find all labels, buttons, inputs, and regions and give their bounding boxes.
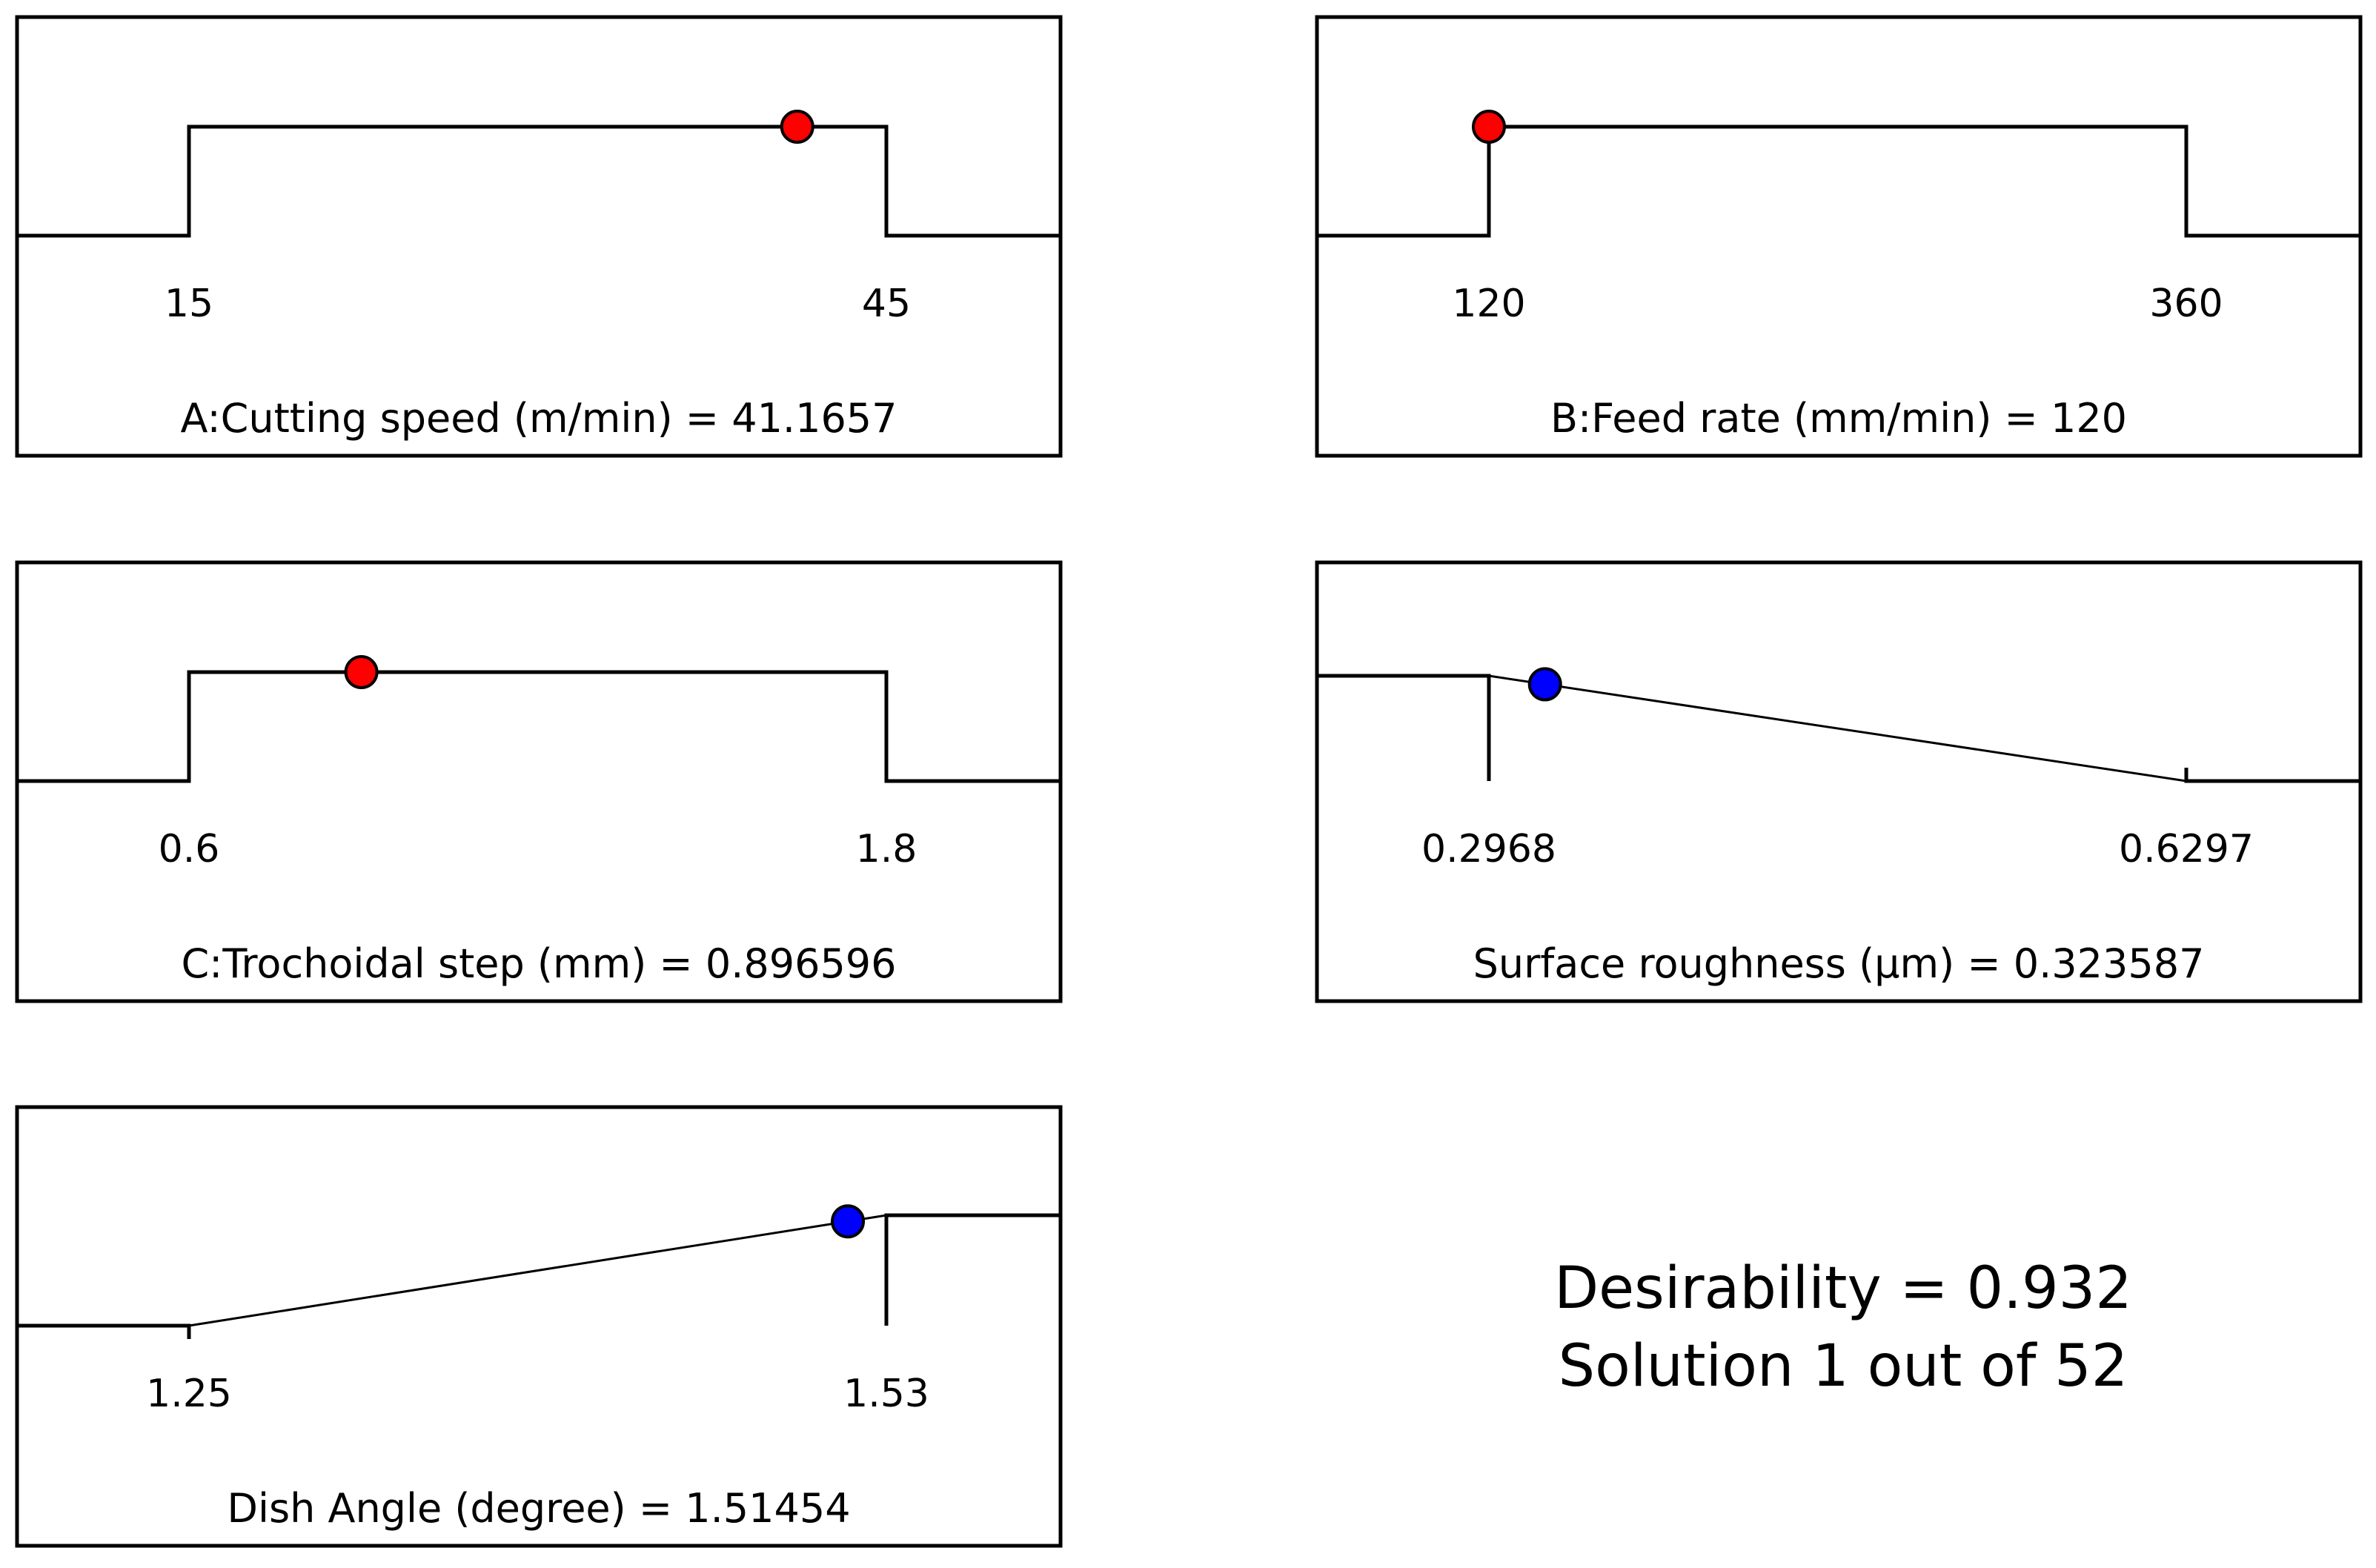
optimum-marker: [831, 1204, 866, 1239]
factor-label: A:Cutting speed (m/min) = 41.1657: [180, 395, 897, 442]
solution-count: Solution 1 out of 52: [1559, 1333, 2128, 1400]
optimum-marker: [344, 655, 379, 689]
low-limit-label: 1.25: [146, 1372, 232, 1416]
desirability-curve: [17, 670, 1061, 783]
desirability-curve-right: [2184, 768, 2360, 783]
high-limit-label: 45: [862, 282, 911, 326]
high-limit-label: 0.6297: [2119, 827, 2254, 871]
optimum-marker: [780, 110, 814, 144]
factor-label: Surface roughness (µm) = 0.323587: [1473, 940, 2205, 987]
factor-label: Dish Angle (degree) = 1.51454: [227, 1485, 850, 1532]
high-limit-label: 1.53: [843, 1372, 929, 1416]
desirability-curve: [1317, 124, 2360, 238]
high-limit-label: 360: [2149, 282, 2223, 326]
ramp-panel-2: 120 360 B:Feed rate (mm/min) = 120: [1315, 15, 2363, 458]
low-limit-label: 0.6: [159, 827, 220, 871]
desirability-slope: [188, 1214, 887, 1327]
low-limit-label: 0.2968: [1421, 827, 1556, 871]
factor-label: B:Feed rate (mm/min) = 120: [1550, 395, 2127, 442]
desirability-slope: [1488, 674, 2187, 783]
high-limit-label: 1.8: [856, 827, 917, 871]
ramp-panel-4: 0.2968 0.6297 Surface roughness (µm) = 0.3…: [1315, 560, 2363, 1003]
desirability-curve: [17, 124, 1061, 238]
low-limit-label: 15: [165, 282, 213, 326]
optimum-marker: [1527, 667, 1562, 702]
desirability-curve-right: [884, 1213, 1061, 1326]
ramp-panel-3: 0.6 1.8 C:Trochoidal step (mm) = 0.896596: [15, 560, 1063, 1003]
low-limit-label: 120: [1452, 282, 1525, 326]
desirability-value: Desirability = 0.932: [1554, 1255, 2132, 1322]
ramp-panel-1: 15 45 A:Cutting speed (m/min) = 41.1657: [15, 15, 1063, 458]
optimum-marker: [1472, 110, 1506, 144]
ramp-panel-5: 1.25 1.53 Dish Angle (degree) = 1.51454: [15, 1105, 1063, 1548]
factor-label: C:Trochoidal step (mm) = 0.896596: [181, 940, 896, 987]
